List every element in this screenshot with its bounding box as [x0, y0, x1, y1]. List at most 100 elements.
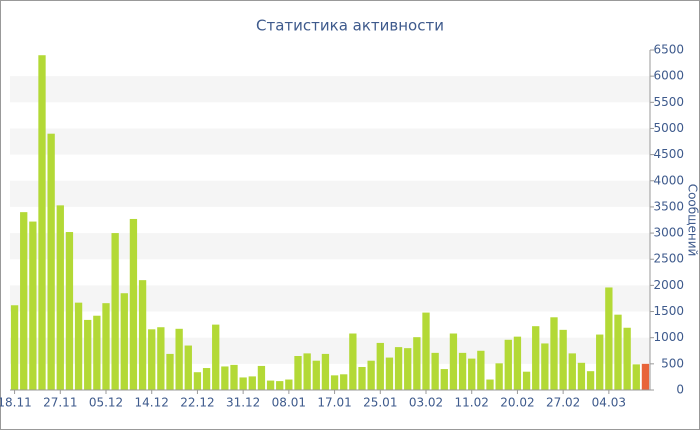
bar — [175, 328, 183, 390]
bar — [184, 345, 192, 390]
bar — [312, 360, 320, 390]
bar — [431, 352, 439, 390]
bar — [212, 324, 220, 390]
x-tick-label: 31.12 — [226, 396, 260, 410]
bar — [285, 379, 293, 390]
bar — [303, 353, 311, 390]
bar — [193, 372, 202, 390]
bar — [541, 343, 549, 390]
bar — [605, 287, 613, 390]
bar — [413, 337, 421, 390]
x-tick-label: 14.12 — [135, 396, 169, 410]
bar — [550, 317, 558, 390]
bar — [568, 353, 576, 390]
bar — [495, 363, 503, 390]
x-tick-label: 04.03 — [592, 396, 626, 410]
grid-band — [10, 128, 650, 155]
x-tick-label: 20.02 — [500, 396, 534, 410]
bar — [340, 374, 348, 390]
bar — [56, 205, 64, 390]
bar — [93, 315, 101, 390]
bar — [294, 356, 302, 390]
bar — [221, 366, 229, 390]
bar — [257, 365, 266, 390]
bar — [74, 302, 83, 390]
bar — [276, 381, 284, 390]
y-tick-label: 6000 — [653, 69, 684, 83]
bar — [111, 233, 119, 390]
y-tick-label: 4500 — [653, 147, 684, 161]
x-tick-label: 18.11 — [0, 396, 32, 410]
bar — [532, 326, 540, 390]
y-tick-label: 5000 — [653, 121, 684, 135]
bar — [129, 218, 138, 390]
bar — [166, 353, 174, 390]
bar — [477, 350, 485, 390]
x-tick-label: 17.01 — [317, 396, 351, 410]
y-tick-label: 3000 — [653, 226, 684, 240]
bar — [202, 368, 211, 390]
bar — [84, 319, 92, 390]
grid-band — [10, 180, 650, 207]
bar — [20, 212, 28, 390]
x-tick-label: 27.02 — [546, 396, 580, 410]
y-tick-label: 500 — [661, 356, 684, 370]
bar — [486, 379, 494, 390]
y-tick-label: 0 — [676, 383, 684, 397]
y-tick-label: 5500 — [653, 95, 684, 109]
bar — [513, 336, 522, 390]
bar — [248, 376, 256, 390]
bar — [120, 293, 128, 390]
y-tick-label: 4000 — [653, 173, 684, 187]
bar — [394, 347, 403, 390]
bar — [504, 339, 512, 390]
x-tick-label: 08.01 — [272, 396, 306, 410]
y-tick-label: 1000 — [653, 330, 684, 344]
y-tick-label: 1500 — [653, 304, 684, 318]
bar — [367, 360, 375, 390]
bar — [440, 369, 448, 390]
bar — [349, 333, 357, 390]
bar — [330, 375, 339, 390]
bar — [449, 333, 458, 390]
grid-band — [10, 76, 650, 103]
bar — [458, 352, 467, 390]
bar — [38, 55, 46, 390]
bar — [157, 327, 165, 390]
bar — [10, 305, 19, 390]
bar — [614, 314, 622, 390]
bar — [65, 232, 74, 390]
bar — [632, 364, 640, 390]
bar — [47, 133, 55, 390]
bar — [596, 334, 604, 390]
bar — [641, 363, 650, 390]
bar — [148, 329, 156, 390]
bar — [29, 221, 37, 390]
bar — [230, 364, 238, 390]
bar — [522, 371, 531, 390]
bar — [559, 329, 567, 390]
bar — [422, 312, 430, 390]
x-tick-label: 03.02 — [409, 396, 443, 410]
x-tick-label: 22.12 — [180, 396, 214, 410]
y-tick-label: 2000 — [653, 278, 684, 292]
bar — [376, 342, 384, 390]
x-tick-label: 11.02 — [455, 396, 489, 410]
bar — [239, 377, 247, 390]
bar — [586, 371, 595, 390]
bar — [138, 280, 147, 390]
y-tick-label: 2500 — [653, 252, 684, 266]
bar — [358, 366, 366, 390]
x-tick-label: 25.01 — [363, 396, 397, 410]
bar — [385, 357, 394, 390]
grid-band — [10, 233, 650, 260]
bar — [321, 353, 330, 390]
bar — [102, 303, 110, 390]
y-axis-label: Сообщений — [686, 184, 700, 257]
chart-title: Статистика активности — [256, 17, 444, 35]
bar — [577, 362, 586, 390]
bar — [266, 380, 275, 390]
x-tick-label: 27.11 — [43, 396, 77, 410]
x-tick-label: 05.12 — [89, 396, 123, 410]
